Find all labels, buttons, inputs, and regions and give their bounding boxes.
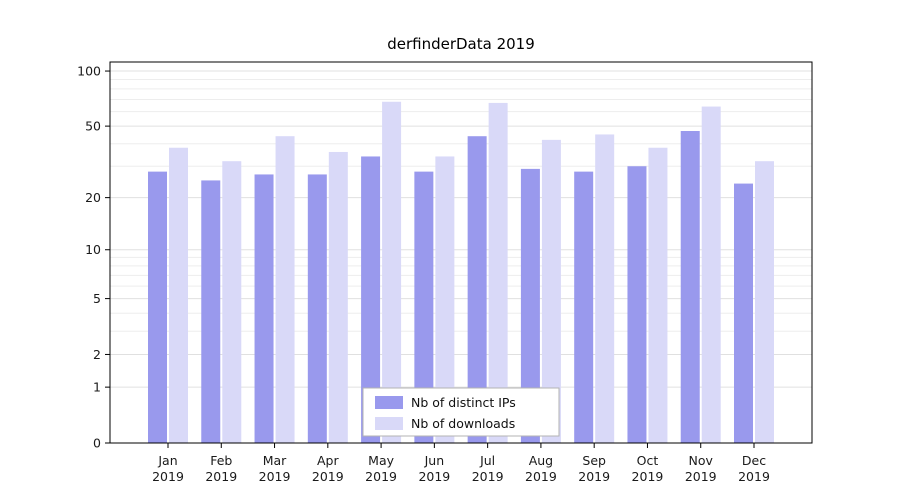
bar-jul-distinct-ips (467, 136, 487, 443)
bar-jun-distinct-ips (414, 171, 434, 443)
bar-feb-distinct-ips (201, 180, 221, 444)
bar-jul-downloads (488, 102, 508, 443)
x-tick-label-year: 2019 (365, 469, 397, 484)
legend-label-downloads: Nb of downloads (411, 416, 515, 431)
legend-swatch-distinct-ips (375, 396, 403, 409)
y-tick-label: 5 (93, 291, 101, 306)
x-tick-label-year: 2019 (578, 469, 610, 484)
x-tick-label-month: Dec (742, 453, 766, 468)
x-tick-label-month: Feb (210, 453, 232, 468)
x-tick-label-month: Nov (689, 453, 714, 468)
axis-box (109, 61, 813, 444)
chart-title: derfinderData 2019 (387, 35, 535, 53)
x-tick-label-year: 2019 (525, 469, 557, 484)
bar-apr-distinct-ips (307, 174, 327, 443)
bar-apr-downloads (328, 151, 348, 443)
x-tick-label-month: May (368, 453, 394, 468)
legend-swatch-downloads (375, 417, 403, 430)
axes-layer: Jan2019Feb2019Mar2019Apr2019May2019Jun20… (77, 61, 813, 484)
x-tick-label-year: 2019 (472, 469, 504, 484)
x-tick-label-year: 2019 (205, 469, 237, 484)
x-tick-label-year: 2019 (152, 469, 184, 484)
x-tick-label-month: Oct (637, 453, 659, 468)
bar-dec-distinct-ips (734, 183, 753, 443)
bar-jan-distinct-ips (148, 171, 167, 443)
legend-label-distinct-ips: Nb of distinct IPs (411, 395, 516, 410)
bar-may-distinct-ips (361, 156, 381, 443)
x-tick-label-year: 2019 (738, 469, 770, 484)
y-tick-label: 50 (85, 119, 101, 134)
y-tick-label: 100 (77, 64, 101, 79)
x-tick-label-year: 2019 (312, 469, 344, 484)
x-tick-label-month: Mar (263, 453, 287, 468)
bar-sep-distinct-ips (574, 171, 594, 443)
bar-oct-distinct-ips (627, 166, 647, 443)
y-tick-label: 10 (85, 242, 101, 257)
bar-aug-downloads (541, 139, 561, 443)
bar-nov-downloads (701, 106, 721, 443)
x-tick-label-year: 2019 (685, 469, 717, 484)
bar-dec-downloads (755, 161, 774, 444)
y-tick-label: 20 (85, 190, 101, 205)
legend: Nb of distinct IPs Nb of downloads (362, 387, 560, 437)
y-tick-label: 0 (93, 436, 101, 451)
bar-may-downloads (382, 101, 402, 443)
bar-mar-downloads (275, 136, 295, 443)
x-tick-label-month: Jan (157, 453, 177, 468)
x-tick-label-month: Aug (529, 453, 553, 468)
bar-nov-distinct-ips (680, 131, 700, 444)
bar-aug-distinct-ips (520, 168, 540, 443)
x-tick-label-year: 2019 (418, 469, 450, 484)
bar-feb-downloads (222, 161, 242, 444)
bars-layer (148, 101, 774, 444)
x-tick-label-month: Apr (317, 453, 339, 468)
x-tick-label-year: 2019 (259, 469, 291, 484)
bar-sep-downloads (595, 134, 615, 443)
bar-oct-downloads (648, 147, 668, 443)
bar-jun-downloads (435, 156, 455, 443)
x-tick-label-month: Sep (582, 453, 606, 468)
x-tick-label-month: Jul (479, 453, 495, 468)
x-tick-label-month: Jun (424, 453, 445, 468)
y-tick-label: 1 (93, 380, 101, 395)
x-tick-label-year: 2019 (632, 469, 664, 484)
bar-mar-distinct-ips (254, 174, 274, 443)
bar-jan-downloads (169, 147, 188, 443)
y-tick-label: 2 (93, 347, 101, 362)
